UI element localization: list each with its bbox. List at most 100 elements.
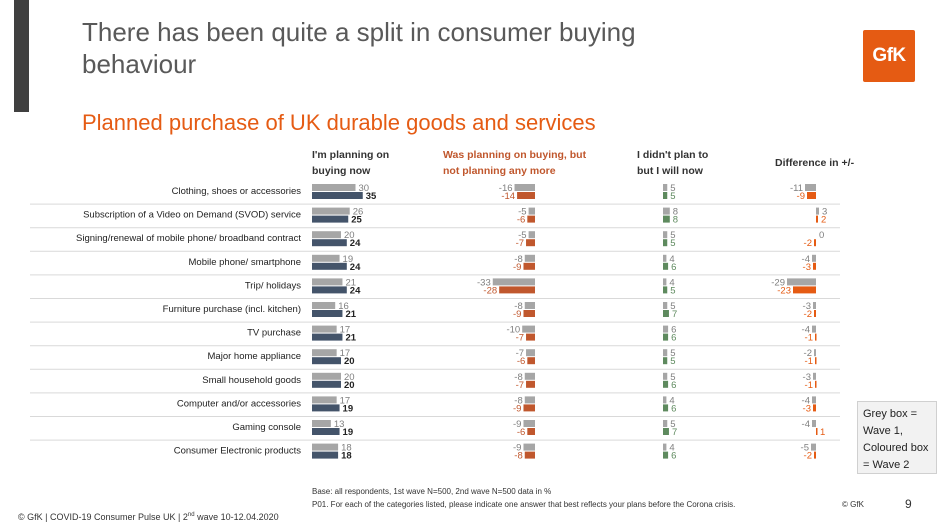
not_planning-value-label: -7	[516, 333, 524, 344]
not_planning-bar-wave2	[523, 262, 535, 270]
buying_now-value-label: 35	[366, 191, 377, 202]
buying_now-value-label: 24	[350, 285, 361, 296]
buying_now-value-label: 21	[345, 309, 356, 320]
legend-line: Grey box =	[863, 408, 918, 420]
didnt_plan-value-label: 5	[670, 238, 675, 249]
difference-value-label: -4	[802, 254, 810, 265]
category-label: Gaming console	[232, 422, 301, 433]
legend-line: Wave 1,	[863, 425, 903, 437]
category-label: Signing/renewal of mobile phone/ broadba…	[76, 233, 301, 244]
didnt_plan-value-label: 4	[669, 277, 674, 288]
difference-bar-wave2	[813, 404, 816, 412]
buying_now-value-label: 21	[345, 333, 356, 344]
difference-value-label: -1	[805, 356, 813, 367]
not_planning-value-label: -8	[514, 451, 522, 462]
buying_now-bar-wave1	[312, 254, 340, 262]
panel-header: buying now	[312, 165, 371, 177]
didnt_plan-bar-wave2	[663, 380, 669, 388]
not_planning-value-label: -5	[518, 207, 526, 218]
didnt_plan-value-label: 4	[669, 443, 674, 454]
didnt_plan-value-label: 8	[673, 207, 678, 218]
buying_now-bar-wave2	[312, 262, 347, 270]
buying_now-bar-wave2	[312, 333, 343, 341]
didnt_plan-value-label: 5	[670, 419, 675, 430]
didnt_plan-value-label: 5	[670, 183, 675, 194]
difference-value-label: -4	[802, 419, 810, 430]
difference-value-label: 0	[819, 230, 824, 241]
category-label: Small household goods	[202, 375, 301, 386]
difference-bar-wave1	[805, 184, 816, 191]
footer-suffix: wave 10-12.04.2020	[194, 512, 279, 522]
didnt_plan-bar-wave1	[663, 302, 668, 309]
panel-header: Difference in +/-	[775, 157, 855, 169]
difference-value-label: -1	[805, 380, 813, 391]
buying_now-value-label: 20	[344, 356, 355, 367]
not_planning-value-label: -7	[516, 348, 524, 359]
difference-bar-wave2	[807, 192, 816, 199]
difference-value-label: -4	[802, 325, 810, 336]
category-label: Major home appliance	[208, 351, 301, 362]
didnt_plan-value-label: 4	[669, 395, 674, 406]
category-label: Subscription of a Video on Demand (SVOD)…	[83, 210, 301, 221]
not_planning-bar-wave1	[526, 349, 535, 357]
not_planning-value-label: -8	[514, 301, 522, 312]
didnt_plan-bar-wave1	[663, 231, 668, 239]
buying_now-value-label: 13	[334, 419, 345, 430]
not_planning-value-label: -5	[518, 230, 526, 241]
difference-bar-wave1	[812, 254, 816, 262]
didnt_plan-value-label: 6	[671, 403, 676, 414]
difference-bar-wave1	[811, 443, 816, 451]
difference-value-label: -11	[790, 183, 803, 194]
not_planning-bar-wave1	[523, 420, 535, 427]
not_planning-bar-wave1	[514, 184, 535, 191]
category-label: Clothing, shoes or accessories	[172, 186, 302, 197]
didnt_plan-bar-wave1	[663, 207, 670, 215]
difference-value-label: -2	[804, 238, 812, 249]
not_planning-bar-wave2	[517, 192, 535, 199]
difference-bar-wave2	[816, 428, 818, 435]
not_planning-value-label: -9	[513, 262, 521, 273]
didnt_plan-value-label: 5	[670, 356, 675, 367]
didnt_plan-bar-wave2	[663, 262, 669, 270]
not_planning-bar-wave2	[527, 428, 535, 435]
buying_now-bar-wave1	[312, 278, 343, 286]
gfk-logo: GfK	[863, 30, 915, 82]
not_planning-value-label: -7	[516, 380, 524, 391]
not_planning-bar-wave1	[524, 372, 535, 380]
didnt_plan-value-label: 5	[670, 285, 675, 296]
not_planning-bar-wave1	[524, 302, 535, 309]
didnt_plan-bar-wave2	[663, 428, 669, 435]
didnt_plan-bar-wave2	[663, 451, 669, 459]
difference-bar-wave2	[816, 215, 818, 223]
didnt_plan-value-label: 5	[670, 230, 675, 241]
buying_now-bar-wave2	[312, 357, 341, 365]
buying_now-bar-wave1	[312, 231, 341, 239]
panel-header: not planning any more	[443, 165, 556, 177]
didnt_plan-value-label: 7	[672, 427, 677, 438]
difference-bar-wave2	[815, 380, 817, 388]
buying_now-value-label: 18	[341, 443, 352, 454]
difference-bar-wave2	[813, 262, 816, 270]
didnt_plan-value-label: 6	[671, 333, 676, 344]
didnt_plan-bar-wave1	[663, 278, 667, 286]
didnt_plan-bar-wave2	[663, 310, 669, 317]
didnt_plan-bar-wave1	[663, 349, 668, 357]
not_planning-value-label: -16	[499, 183, 513, 194]
not_planning-bar-wave2	[527, 215, 535, 223]
didnt_plan-value-label: 5	[670, 348, 675, 359]
not_planning-value-label: -7	[516, 238, 524, 249]
didnt_plan-value-label: 5	[670, 191, 675, 202]
difference-bar-wave2	[814, 239, 816, 247]
difference-bar-wave2	[815, 357, 817, 365]
buying_now-value-label: 24	[350, 262, 361, 273]
difference-bar-wave1	[814, 349, 816, 357]
question-note: P01. For each of the categories listed, …	[312, 500, 736, 509]
base-note: Base: all respondents, 1st wave N=500, 2…	[312, 487, 552, 496]
buying_now-value-label: 30	[359, 183, 370, 194]
not_planning-value-label: -6	[517, 215, 525, 226]
buying_now-bar-wave2	[312, 428, 340, 435]
chart-title: Planned purchase of UK durable goods and…	[82, 110, 596, 135]
buying_now-bar-wave2	[312, 286, 347, 294]
category-label: Consumer Electronic products	[174, 446, 301, 457]
category-label: Mobile phone/ smartphone	[189, 257, 302, 268]
